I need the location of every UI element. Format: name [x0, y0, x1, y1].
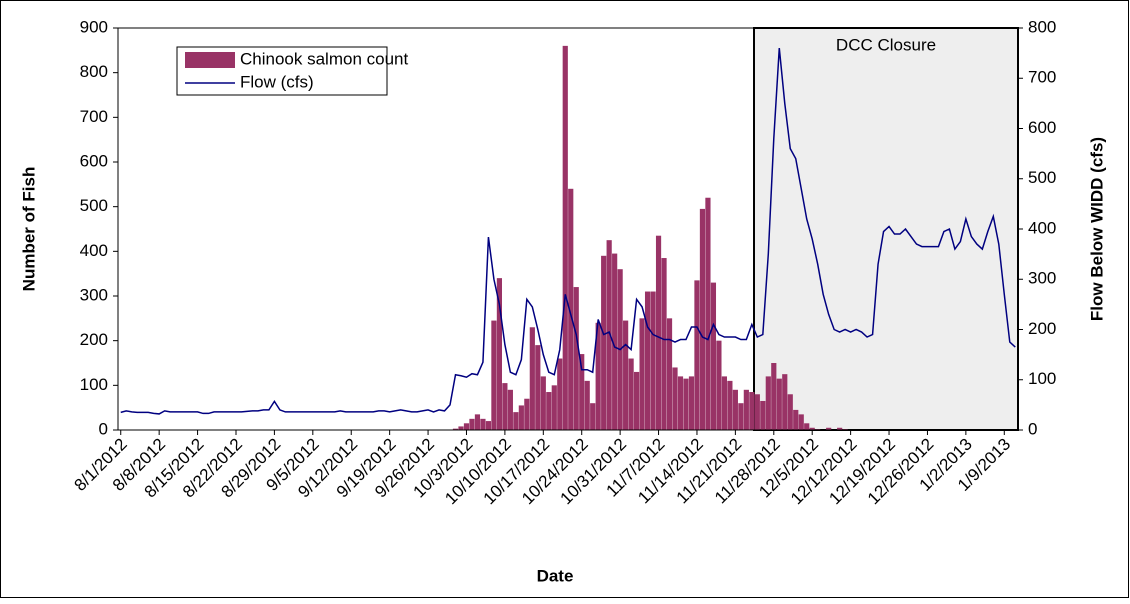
bar	[546, 392, 552, 430]
bar	[463, 423, 470, 430]
bar	[793, 409, 799, 430]
bar	[798, 414, 804, 430]
y2-tick-label: 100	[1028, 369, 1056, 388]
y2-axis-title: Flow Below WIDD (cfs)	[1087, 137, 1106, 321]
bar	[469, 418, 475, 430]
y-tick-label: 900	[80, 17, 108, 36]
bar	[661, 258, 667, 430]
legend-label: Flow (cfs)	[240, 72, 314, 91]
x-axis-title: Date	[537, 566, 574, 585]
bar	[535, 345, 541, 430]
bar	[628, 358, 634, 430]
bar	[639, 318, 645, 430]
bar	[485, 421, 492, 430]
y2-tick-label: 700	[1028, 68, 1056, 87]
y-tick-label: 600	[80, 151, 108, 170]
bar	[683, 378, 689, 430]
bar	[623, 320, 629, 430]
bar	[809, 427, 815, 430]
bar	[590, 403, 596, 430]
legend-label: Chinook salmon count	[240, 49, 408, 68]
bar	[743, 389, 749, 430]
bar	[606, 240, 612, 430]
bar	[518, 405, 524, 430]
bar	[666, 318, 673, 430]
y-tick-label: 0	[99, 419, 108, 438]
bar	[782, 374, 788, 430]
bar	[738, 403, 744, 430]
y2-tick-label: 0	[1028, 419, 1037, 438]
bar	[634, 371, 640, 430]
y-tick-label: 400	[80, 241, 108, 260]
bar	[601, 255, 607, 430]
bar	[837, 427, 843, 430]
bar	[710, 282, 717, 430]
bar	[513, 412, 519, 430]
bar	[765, 376, 771, 430]
y2-tick-label: 800	[1028, 17, 1056, 36]
bar	[452, 428, 459, 430]
y2-tick-label: 500	[1028, 168, 1056, 187]
bar	[721, 376, 727, 430]
bar	[568, 188, 574, 430]
y2-tick-label: 200	[1028, 319, 1056, 338]
bar	[804, 423, 810, 430]
bar	[688, 376, 695, 430]
bar	[644, 291, 651, 430]
y-tick-label: 800	[80, 62, 108, 81]
bar	[771, 363, 777, 430]
bar	[650, 291, 656, 430]
annotation: DCC Closure	[836, 35, 936, 54]
bar	[826, 427, 832, 430]
bar	[496, 278, 502, 430]
bar	[551, 385, 557, 430]
y-tick-label: 300	[80, 285, 108, 304]
bar	[480, 418, 486, 430]
bar	[458, 426, 464, 430]
y-tick-label: 200	[80, 330, 108, 349]
bar	[760, 400, 766, 430]
bar	[579, 354, 585, 430]
bar	[524, 398, 530, 430]
bar	[529, 327, 535, 430]
bar	[557, 358, 563, 430]
y-axis-title: Number of Fish	[19, 167, 38, 292]
bar	[491, 320, 497, 430]
bar	[502, 383, 508, 430]
bar	[595, 322, 601, 430]
y-tick-label: 500	[80, 196, 108, 215]
bar	[699, 208, 706, 430]
bar	[612, 253, 618, 430]
bar	[474, 414, 481, 430]
bar	[749, 392, 755, 430]
y-tick-label: 100	[80, 375, 108, 394]
bar	[672, 367, 678, 430]
bar	[776, 378, 782, 430]
bar	[694, 280, 700, 430]
flow-line	[120, 48, 1016, 415]
bar	[584, 380, 590, 430]
bar	[573, 287, 579, 430]
bar	[677, 376, 684, 430]
y2-tick-label: 400	[1028, 218, 1056, 237]
bar	[705, 197, 711, 430]
bar	[754, 394, 760, 430]
bar	[562, 45, 568, 430]
bar	[787, 394, 793, 430]
plot-frame	[117, 27, 1019, 431]
y2-tick-label: 300	[1028, 269, 1056, 288]
bar	[540, 376, 546, 430]
y2-tick-label: 600	[1028, 118, 1056, 137]
bar	[732, 389, 738, 430]
bar	[716, 340, 722, 430]
bar	[507, 389, 513, 430]
y-tick-label: 700	[80, 107, 108, 126]
bar	[727, 380, 733, 430]
bar	[655, 235, 662, 430]
legend-swatch	[185, 52, 235, 68]
